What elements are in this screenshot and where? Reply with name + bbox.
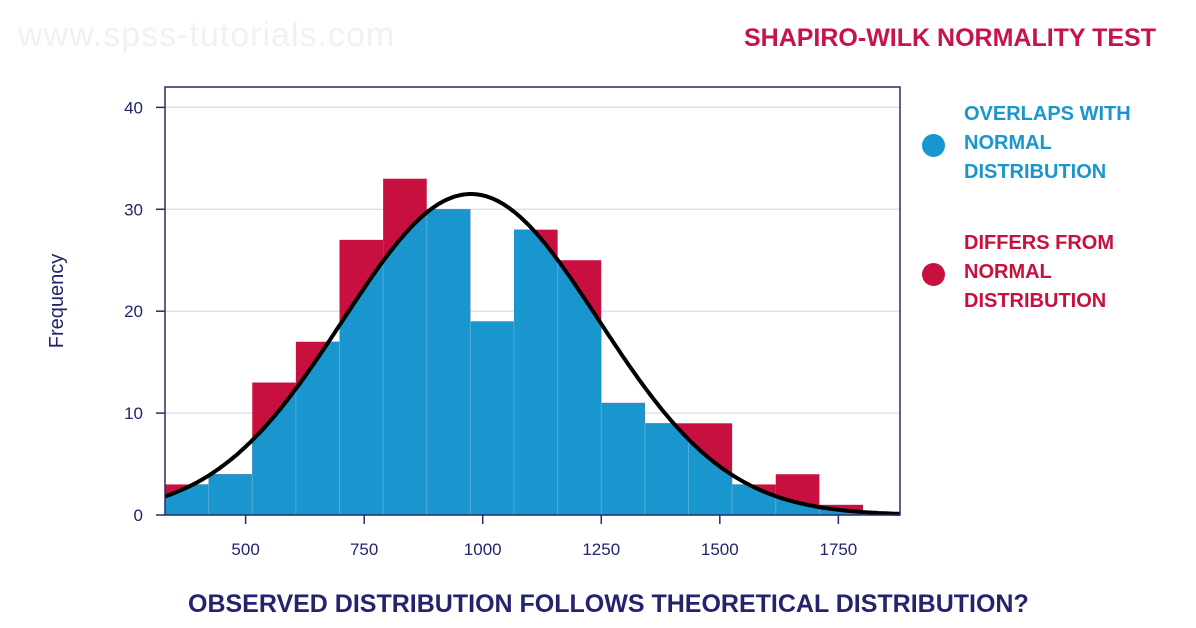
x-tick-label: 1750 [819, 540, 857, 559]
plot-border [164, 86, 901, 516]
legend-differ-line-2: NORMAL [964, 261, 1052, 283]
overlap-area [644, 423, 689, 515]
overlap-area [165, 484, 209, 515]
overlap-area [383, 212, 427, 515]
overlap-bars [165, 209, 864, 516]
overlap-area [557, 260, 602, 515]
x-tick-label: 1000 [464, 540, 502, 559]
watermark-text: www.spss-tutorials.com [18, 16, 396, 54]
y-tick-label: 20 [124, 302, 143, 321]
legend-differ-line-1: DIFFERS FROM [964, 232, 1114, 254]
y-axis-label: Frequency [46, 254, 68, 349]
legend-overlap-line-1: OVERLAPS WITH [964, 103, 1131, 125]
overlap-area [252, 388, 296, 515]
legend-differ-dot [922, 263, 945, 286]
y-tick-label: 40 [124, 98, 143, 117]
x-tick-label: 1500 [701, 540, 739, 559]
y-tick-label: 30 [124, 200, 143, 219]
y-tick-label: 0 [134, 506, 143, 525]
x-tick-label: 1250 [582, 540, 620, 559]
x-tick-label: 500 [231, 540, 259, 559]
normal-curve-layer [164, 192, 900, 516]
question-text: OBSERVED DISTRIBUTION FOLLOWS THEORETICA… [188, 590, 1029, 618]
overlap-area [601, 402, 645, 515]
plot-frame [164, 86, 901, 516]
overlap-area [688, 439, 733, 515]
overlap-area [426, 209, 471, 516]
overlap-area [295, 341, 340, 515]
axis-ticks: 0 10 20 30 40 500 750 1000 1250 1500 1750 [124, 98, 857, 559]
legend-differ-label: DIFFERS FROM NORMAL DISTRIBUTION [964, 229, 1184, 316]
legend-overlap-label: OVERLAPS WITH NORMAL DISTRIBUTION [964, 100, 1184, 187]
legend-overlap-line-2: NORMAL [964, 132, 1052, 154]
legend-differ-line-3: DISTRIBUTION [964, 290, 1107, 312]
overlap-area [208, 474, 253, 515]
overlap-area [470, 321, 515, 515]
normal-curve [164, 192, 900, 516]
legend-overlap-line-3: DISTRIBUTION [964, 161, 1107, 183]
overlap-area [339, 261, 384, 515]
y-tick-label: 10 [124, 404, 143, 423]
legend-overlap-dot [922, 134, 945, 157]
chart-title: SHAPIRO-WILK NORMALITY TEST [743, 24, 1156, 52]
overlap-area [514, 229, 558, 515]
x-tick-label: 750 [350, 540, 378, 559]
